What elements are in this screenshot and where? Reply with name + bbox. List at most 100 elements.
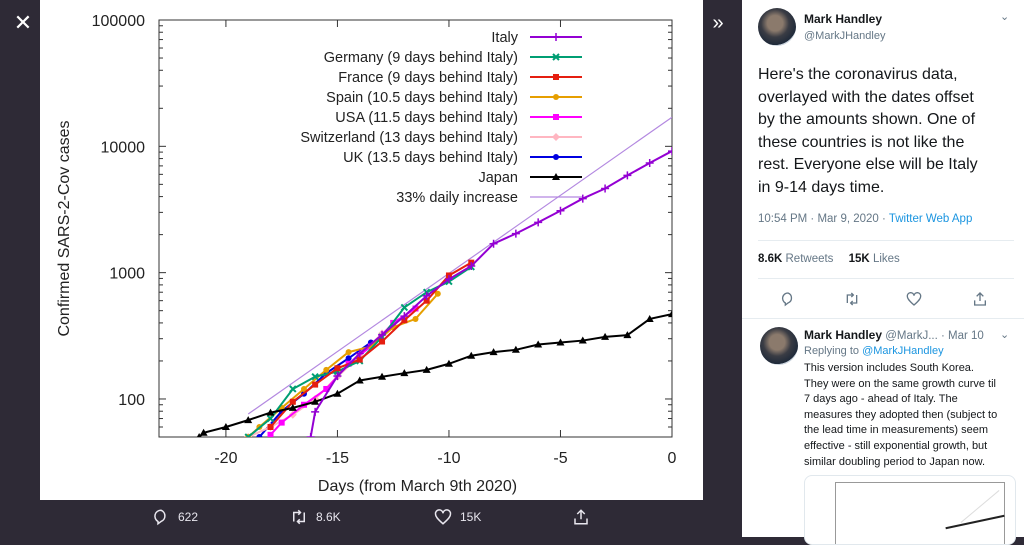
data-point xyxy=(221,422,230,430)
divider xyxy=(758,240,1014,241)
source-link[interactable]: Twitter Web App xyxy=(888,213,973,225)
reply-avatar[interactable] xyxy=(760,327,798,365)
reply-icon[interactable] xyxy=(780,291,796,307)
heart-icon[interactable] xyxy=(906,291,922,307)
author-handle[interactable]: @MarkJHandley xyxy=(804,30,886,42)
data-point xyxy=(489,348,498,356)
data-point xyxy=(379,338,386,345)
legend-label: Spain (10.5 days behind Italy) xyxy=(326,90,518,106)
reply-line: effective - still exponential growth, bu… xyxy=(804,439,988,452)
replying-to-link[interactable]: @MarkJHandley xyxy=(862,345,944,357)
data-point xyxy=(534,218,543,227)
chevrons-right-icon[interactable]: » xyxy=(712,12,724,34)
share-button[interactable] xyxy=(572,508,590,526)
data-point xyxy=(412,305,419,312)
legend-marker xyxy=(552,133,560,141)
legend-marker xyxy=(553,94,559,100)
y-tick-label: 10000 xyxy=(101,139,146,156)
media-viewer: ✕ » 100 1000 10000 100000 -20 -15 -10 -5 0 Days (… xyxy=(13,0,724,526)
data-point xyxy=(422,291,431,300)
share-icon[interactable] xyxy=(972,291,988,307)
data-point xyxy=(623,171,632,180)
close-icon[interactable]: ✕ xyxy=(13,10,33,35)
data-point xyxy=(423,297,430,304)
data-point xyxy=(378,372,387,380)
legend-label: Japan xyxy=(478,170,518,186)
data-point xyxy=(401,317,408,324)
data-point xyxy=(578,336,587,344)
data-point xyxy=(345,349,352,356)
data-point xyxy=(267,423,274,430)
data-point xyxy=(334,365,341,372)
y-tick-label: 100000 xyxy=(92,13,145,30)
like-count: 15K xyxy=(460,510,482,524)
data-point xyxy=(400,369,409,377)
divider xyxy=(758,278,1014,279)
avatar[interactable] xyxy=(758,8,796,46)
series-7 xyxy=(196,310,672,437)
tweet-line: by the amounts shown. One of xyxy=(758,111,976,128)
data-point xyxy=(511,345,520,353)
chevron-down-icon[interactable]: ⌄ xyxy=(1000,329,1010,341)
reply-line: This version includes South Korea. xyxy=(804,362,974,374)
data-point xyxy=(311,407,320,416)
reply-image-thumbnail[interactable] xyxy=(804,475,1016,545)
x-tick-label: -20 xyxy=(214,450,237,467)
data-point xyxy=(489,239,498,248)
data-point xyxy=(323,366,330,373)
legend-label: Germany (9 days behind Italy) xyxy=(324,50,518,66)
x-axis-title: Days (from March 9th 2020) xyxy=(318,478,517,495)
legend-marker xyxy=(553,154,559,160)
data-point xyxy=(244,416,253,424)
likes-label: Likes xyxy=(872,253,900,265)
x-tick-label: -5 xyxy=(553,450,567,467)
tweet-line: in 9-14 days time. xyxy=(758,178,885,196)
reply-icon xyxy=(154,509,166,526)
data-point xyxy=(196,433,202,437)
likes-stat[interactable]: 15K Likes xyxy=(849,253,900,265)
data-point xyxy=(345,355,352,362)
retweet-icon[interactable] xyxy=(844,291,860,307)
data-point xyxy=(534,340,543,348)
x-tick-label: 0 xyxy=(668,450,677,467)
series-line xyxy=(309,150,672,437)
legend-label: France (9 days behind Italy) xyxy=(338,70,518,86)
retweet-button[interactable]: 8.6K xyxy=(290,508,341,526)
reply-line: They were on the same growth curve til xyxy=(804,377,996,390)
retweets-value: 8.6K xyxy=(758,253,783,265)
series-0 xyxy=(306,147,672,437)
chart-image: 100 1000 10000 100000 -20 -15 -10 -5 0 Days (from… xyxy=(40,0,703,500)
replying-prefix: Replying to xyxy=(804,345,863,357)
author-name[interactable]: Mark Handley xyxy=(804,12,883,26)
like-button[interactable]: 15K xyxy=(434,508,481,526)
data-point xyxy=(668,147,672,156)
data-point xyxy=(333,389,342,397)
data-point xyxy=(266,414,275,423)
timestamp[interactable]: 10:54 PM · Mar 9, 2020 · xyxy=(758,213,889,225)
reply-button[interactable]: 622 xyxy=(152,508,198,526)
data-point xyxy=(312,381,319,388)
reply-body: This version includes South Korea. They … xyxy=(804,361,997,470)
data-point xyxy=(601,332,610,340)
data-point xyxy=(422,365,431,373)
tweet-stats: 8.6K Retweets 15K Likes xyxy=(758,253,900,265)
retweet-count: 8.6K xyxy=(316,510,341,524)
heart-icon xyxy=(434,509,452,525)
data-point xyxy=(601,184,610,193)
data-point xyxy=(288,403,297,411)
chevron-down-icon[interactable]: ⌄ xyxy=(1000,11,1010,23)
reply-line: measures they adopted then (subject to xyxy=(804,408,998,421)
data-point xyxy=(623,331,632,339)
retweets-stat[interactable]: 8.6K Retweets xyxy=(758,253,833,265)
data-point xyxy=(300,385,307,392)
data-point xyxy=(244,433,252,437)
replying-to: Replying to @MarkJHandley xyxy=(804,345,944,357)
data-point xyxy=(434,290,441,297)
data-point xyxy=(267,431,274,437)
tweet-line: Here's the coronavirus data, xyxy=(758,66,958,83)
data-point xyxy=(444,359,453,367)
likes-value: 15K xyxy=(848,253,870,265)
reply-author-name[interactable]: Mark Handley xyxy=(804,328,883,342)
reply-handle-time[interactable]: @MarkJ... · Mar 10 xyxy=(885,330,984,342)
data-point xyxy=(467,351,476,359)
